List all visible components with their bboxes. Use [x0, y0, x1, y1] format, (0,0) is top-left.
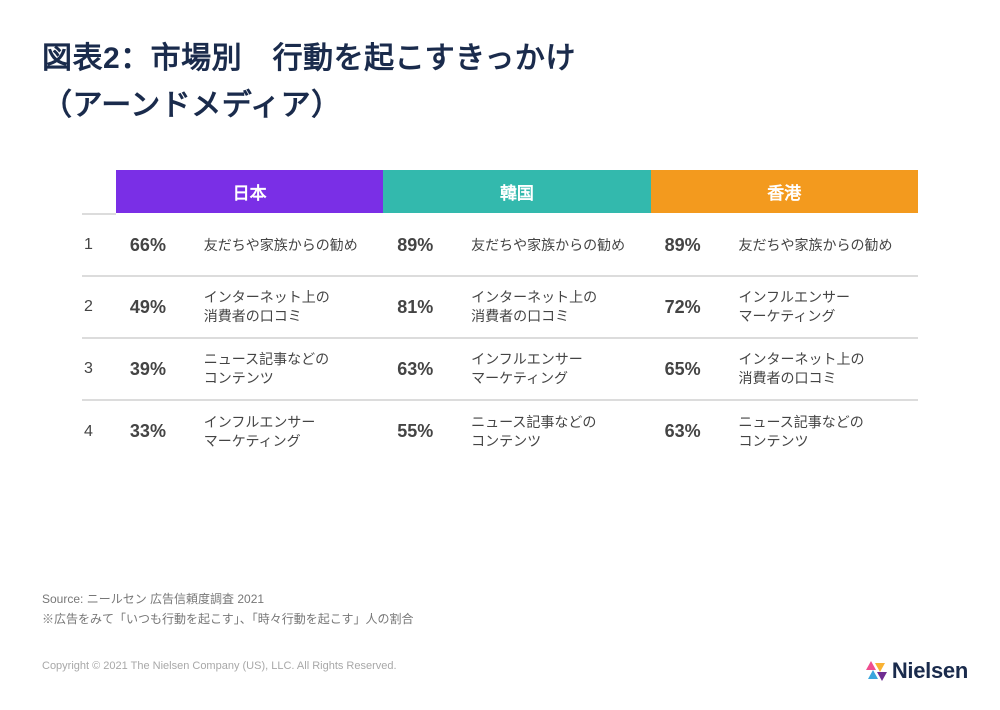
report-title: 図表2：市場別 行動を起こすきっかけ （アーンドメディア） — [42, 36, 576, 129]
percent-cell: 89% — [651, 214, 739, 276]
table-row: 249%インターネット上の消費者の口コミ81%インターネット上の消費者の口コミ7… — [82, 276, 918, 338]
market-header-korea: 韓国 — [383, 170, 650, 214]
title-line-2: （アーンドメディア） — [42, 89, 342, 122]
label-cell: インフルエンサーマーケティング — [204, 400, 383, 462]
rank-cell: 1 — [82, 214, 116, 276]
percent-cell: 72% — [651, 276, 739, 338]
percent-cell: 39% — [116, 338, 204, 400]
label-cell: インターネット上の消費者の口コミ — [204, 276, 383, 338]
percent-cell: 81% — [383, 276, 471, 338]
table-row: 433%インフルエンサーマーケティング55%ニュース記事などのコンテンツ63%ニ… — [82, 400, 918, 462]
percent-cell: 33% — [116, 400, 204, 462]
table-row: 339%ニュース記事などのコンテンツ63%インフルエンサーマーケティング65%イ… — [82, 338, 918, 400]
rank-column-header — [82, 170, 116, 214]
table-body: 166%友だちや家族からの勧め89%友だちや家族からの勧め89%友だちや家族から… — [82, 214, 918, 462]
table-header: 日本 韓国 香港 — [82, 170, 918, 214]
label-cell: 友だちや家族からの勧め — [471, 214, 650, 276]
label-cell: インフルエンサーマーケティング — [471, 338, 650, 400]
label-cell: インターネット上の消費者の口コミ — [738, 338, 918, 400]
nielsen-logo: Nielsen — [866, 658, 968, 684]
rank-cell: 2 — [82, 276, 116, 338]
nielsen-logo-text: Nielsen — [892, 658, 968, 684]
title-line-1: 図表2：市場別 行動を起こすきっかけ — [42, 42, 576, 75]
table-row: 166%友だちや家族からの勧め89%友だちや家族からの勧め89%友だちや家族から… — [82, 214, 918, 276]
rank-cell: 3 — [82, 338, 116, 400]
label-cell: 友だちや家族からの勧め — [204, 214, 383, 276]
label-cell: インターネット上の消費者の口コミ — [471, 276, 650, 338]
percent-cell: 55% — [383, 400, 471, 462]
source-note: Source: ニールセン 広告信頼度調査 2021 ※広告をみて「いつも行動を… — [42, 590, 414, 630]
percent-cell: 63% — [651, 400, 739, 462]
market-ranking-table: 日本 韓国 香港 166%友だちや家族からの勧め89%友だちや家族からの勧め89… — [82, 170, 918, 462]
percent-cell: 49% — [116, 276, 204, 338]
market-header-japan: 日本 — [116, 170, 383, 214]
percent-cell: 65% — [651, 338, 739, 400]
nielsen-logo-icon — [866, 661, 886, 681]
percent-cell: 66% — [116, 214, 204, 276]
source-line-1: Source: ニールセン 広告信頼度調査 2021 — [42, 592, 264, 606]
rank-cell: 4 — [82, 400, 116, 462]
source-line-2: ※広告をみて「いつも行動を起こす」、「時々行動を起こす」人の割合 — [42, 612, 414, 626]
label-cell: ニュース記事などのコンテンツ — [738, 400, 918, 462]
label-cell: 友だちや家族からの勧め — [738, 214, 918, 276]
percent-cell: 63% — [383, 338, 471, 400]
percent-cell: 89% — [383, 214, 471, 276]
label-cell: ニュース記事などのコンテンツ — [204, 338, 383, 400]
market-header-hongkong: 香港 — [651, 170, 918, 214]
copyright-text: Copyright © 2021 The Nielsen Company (US… — [42, 660, 397, 672]
label-cell: インフルエンサーマーケティング — [738, 276, 918, 338]
label-cell: ニュース記事などのコンテンツ — [471, 400, 650, 462]
